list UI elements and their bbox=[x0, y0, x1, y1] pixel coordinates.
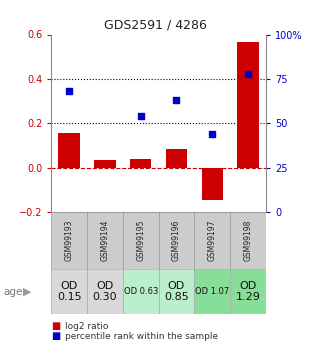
Text: GSM99195: GSM99195 bbox=[136, 220, 145, 262]
Text: GDS2591 / 4286: GDS2591 / 4286 bbox=[104, 19, 207, 32]
Text: OD 1.07: OD 1.07 bbox=[195, 287, 230, 296]
Bar bbox=[237, 42, 259, 168]
Bar bbox=[58, 133, 80, 168]
Bar bbox=[51, 212, 87, 269]
Point bbox=[210, 131, 215, 137]
Text: GSM99193: GSM99193 bbox=[65, 220, 74, 262]
Text: GSM99194: GSM99194 bbox=[100, 220, 109, 262]
Bar bbox=[123, 269, 159, 314]
Text: log2 ratio: log2 ratio bbox=[65, 322, 109, 331]
Bar bbox=[202, 168, 223, 200]
Text: OD 0.63: OD 0.63 bbox=[123, 287, 158, 296]
Text: ▶: ▶ bbox=[23, 287, 32, 296]
Text: GSM99196: GSM99196 bbox=[172, 220, 181, 262]
Bar bbox=[87, 269, 123, 314]
Bar bbox=[87, 212, 123, 269]
Bar bbox=[159, 269, 194, 314]
Point bbox=[174, 98, 179, 103]
Bar bbox=[194, 212, 230, 269]
Text: ■: ■ bbox=[51, 332, 61, 341]
Bar bbox=[94, 160, 116, 168]
Bar bbox=[194, 269, 230, 314]
Text: OD
0.85: OD 0.85 bbox=[164, 281, 189, 302]
Text: percentile rank within the sample: percentile rank within the sample bbox=[65, 332, 218, 341]
Bar bbox=[123, 212, 159, 269]
Bar bbox=[159, 212, 194, 269]
Text: GSM99198: GSM99198 bbox=[244, 220, 253, 261]
Text: GSM99197: GSM99197 bbox=[208, 220, 217, 262]
Bar bbox=[230, 269, 266, 314]
Bar bbox=[166, 149, 187, 168]
Text: OD
0.30: OD 0.30 bbox=[93, 281, 117, 302]
Text: age: age bbox=[3, 287, 22, 296]
Point bbox=[67, 89, 72, 94]
Bar bbox=[130, 159, 151, 168]
Point bbox=[245, 71, 250, 76]
Text: OD
0.15: OD 0.15 bbox=[57, 281, 81, 302]
Text: ■: ■ bbox=[51, 321, 61, 331]
Bar bbox=[51, 269, 87, 314]
Point bbox=[138, 114, 143, 119]
Text: OD
1.29: OD 1.29 bbox=[236, 281, 260, 302]
Bar bbox=[230, 212, 266, 269]
